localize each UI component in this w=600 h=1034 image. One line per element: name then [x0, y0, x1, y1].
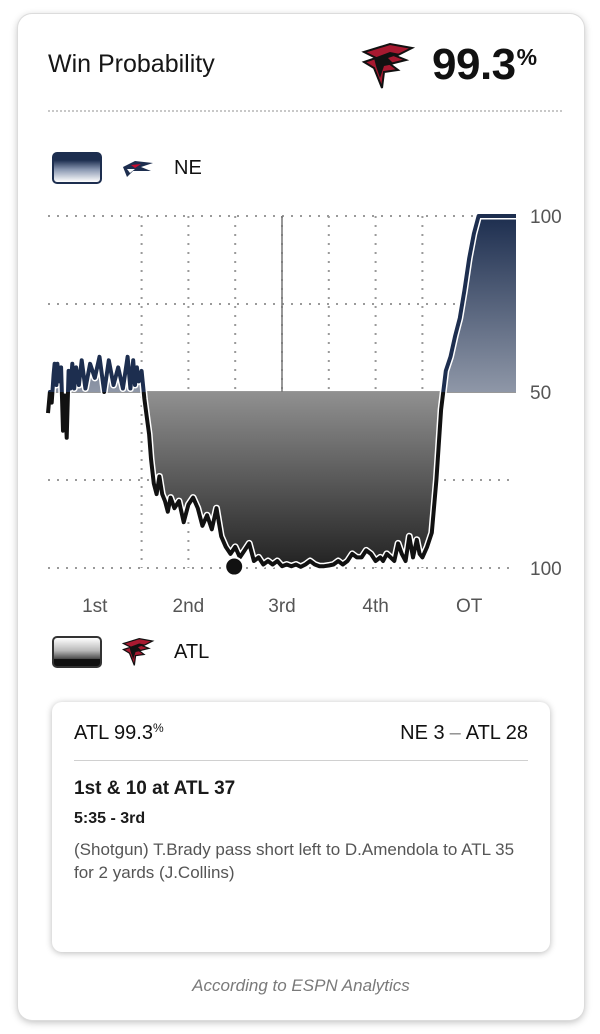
- atl-area: [48, 392, 516, 567]
- win-probability-card: Win Probability 99.3% NE: [18, 14, 584, 1020]
- ne-series-line: [47, 214, 516, 392]
- current-play-marker: [224, 556, 245, 577]
- y-tick-label: 100: [530, 559, 562, 580]
- chart-marker-layer: [224, 556, 245, 577]
- atl-swatch: [52, 636, 102, 668]
- x-tick-label: 2nd: [173, 596, 205, 614]
- chart-labels: 100 50 100 1st 2nd 3rd 4th OT: [82, 207, 562, 614]
- card-title: Win Probability: [48, 50, 215, 78]
- leading-win-pct: 99.3%: [432, 40, 537, 90]
- play-description: (Shotgun) T.Brady pass short left to D.A…: [74, 840, 515, 882]
- atl-series-line: [46, 392, 446, 569]
- play-win-pct-unit: %: [152, 721, 164, 735]
- play-down-distance: 1st & 10 at ATL 37: [74, 778, 236, 799]
- falcons-logo: [361, 42, 416, 89]
- header-divider: [48, 110, 562, 112]
- falcons-logo-small: [120, 634, 156, 670]
- score-ne: NE 3: [400, 722, 445, 744]
- play-win-pct-value: 99.3: [114, 722, 153, 744]
- x-tick-label: 4th: [362, 596, 388, 614]
- x-tick-label: OT: [456, 596, 483, 614]
- source-footer: According to ESPN Analytics: [192, 976, 410, 995]
- ne-area: [48, 216, 516, 392]
- y-tick-label: 100: [530, 207, 562, 228]
- legend-atl: ATL: [52, 632, 209, 672]
- ne-team-name: NE: [174, 156, 202, 179]
- play-win-pct: ATL 99.3%: [74, 721, 164, 745]
- play-score: NE 3– ATL 28: [400, 722, 528, 745]
- score-separator: –: [449, 722, 461, 744]
- legend-ne: NE: [52, 148, 202, 188]
- chart-areas: [48, 216, 516, 567]
- ne-swatch: [52, 152, 102, 184]
- x-tick-label: 1st: [82, 596, 108, 614]
- play-detail-card: ATL 99.3% NE 3– ATL 28 1st & 10 at ATL 37…: [52, 702, 550, 952]
- play-win-pct-team: ATL: [74, 722, 109, 744]
- play-divider: [74, 760, 528, 761]
- play-time: 5:35 - 3rd: [74, 810, 146, 827]
- chart-lines: [44, 212, 516, 571]
- leading-win-pct-unit: %: [516, 44, 537, 70]
- x-tick-label: 3rd: [268, 596, 295, 614]
- patriots-logo: [120, 150, 156, 186]
- atl-team-name: ATL: [174, 640, 210, 663]
- score-atl: ATL 28: [465, 722, 528, 744]
- leading-win-pct-value: 99.3: [432, 40, 516, 89]
- win-probability-chart: 100 50 100 1st 2nd 3rd 4th OT: [44, 207, 562, 614]
- y-tick-label: 50: [530, 383, 551, 404]
